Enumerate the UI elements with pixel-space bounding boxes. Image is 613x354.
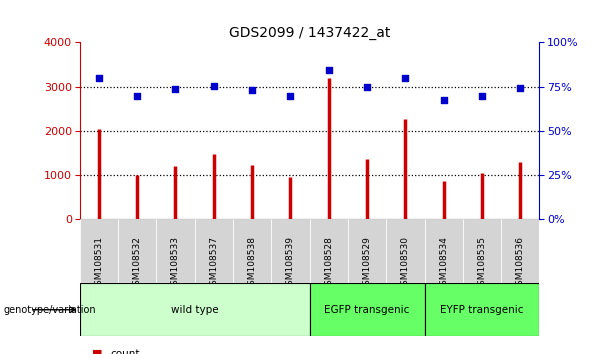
Bar (80, 283, 310, 336)
Point (324, 67, 333, 73)
Bar (424, 219, 463, 308)
Text: EGFP transgenic: EGFP transgenic (324, 305, 409, 315)
Point (170, 86, 180, 91)
Text: GSM108534: GSM108534 (439, 236, 448, 291)
Point (209, 84, 219, 89)
Bar (310, 283, 424, 336)
Bar (348, 219, 386, 308)
Text: EYFP transgenic: EYFP transgenic (440, 305, 524, 315)
Point (94, 75, 104, 81)
Title: GDS2099 / 1437422_at: GDS2099 / 1437422_at (229, 26, 390, 40)
Text: GSM108538: GSM108538 (248, 236, 257, 291)
Bar (424, 283, 539, 336)
Point (439, 97, 449, 103)
Text: GSM108531: GSM108531 (94, 236, 104, 291)
Point (477, 93, 487, 98)
Bar (463, 219, 501, 308)
Point (286, 94, 295, 99)
Bar (156, 219, 195, 308)
Point (132, 94, 142, 99)
Text: GSM108537: GSM108537 (209, 236, 218, 291)
Point (362, 84, 372, 90)
Text: ■: ■ (92, 349, 102, 354)
Text: GSM108528: GSM108528 (324, 236, 333, 291)
Point (400, 75, 410, 81)
Bar (386, 219, 424, 308)
Text: wild type: wild type (171, 305, 218, 315)
Text: GSM108536: GSM108536 (516, 236, 525, 291)
Bar (80, 219, 118, 308)
Point (516, 85, 525, 91)
Text: GSM108532: GSM108532 (132, 236, 142, 291)
Text: GSM108539: GSM108539 (286, 236, 295, 291)
Text: GSM108533: GSM108533 (171, 236, 180, 291)
Bar (195, 219, 233, 308)
Bar (310, 219, 348, 308)
Text: GSM108530: GSM108530 (401, 236, 410, 291)
Point (247, 87, 257, 93)
Bar (233, 219, 271, 308)
Bar (118, 219, 156, 308)
Bar (271, 219, 310, 308)
Text: GSM108535: GSM108535 (478, 236, 487, 291)
Bar (501, 219, 539, 308)
Text: count: count (110, 349, 140, 354)
Text: genotype/variation: genotype/variation (3, 305, 96, 315)
Text: GSM108529: GSM108529 (362, 236, 371, 291)
